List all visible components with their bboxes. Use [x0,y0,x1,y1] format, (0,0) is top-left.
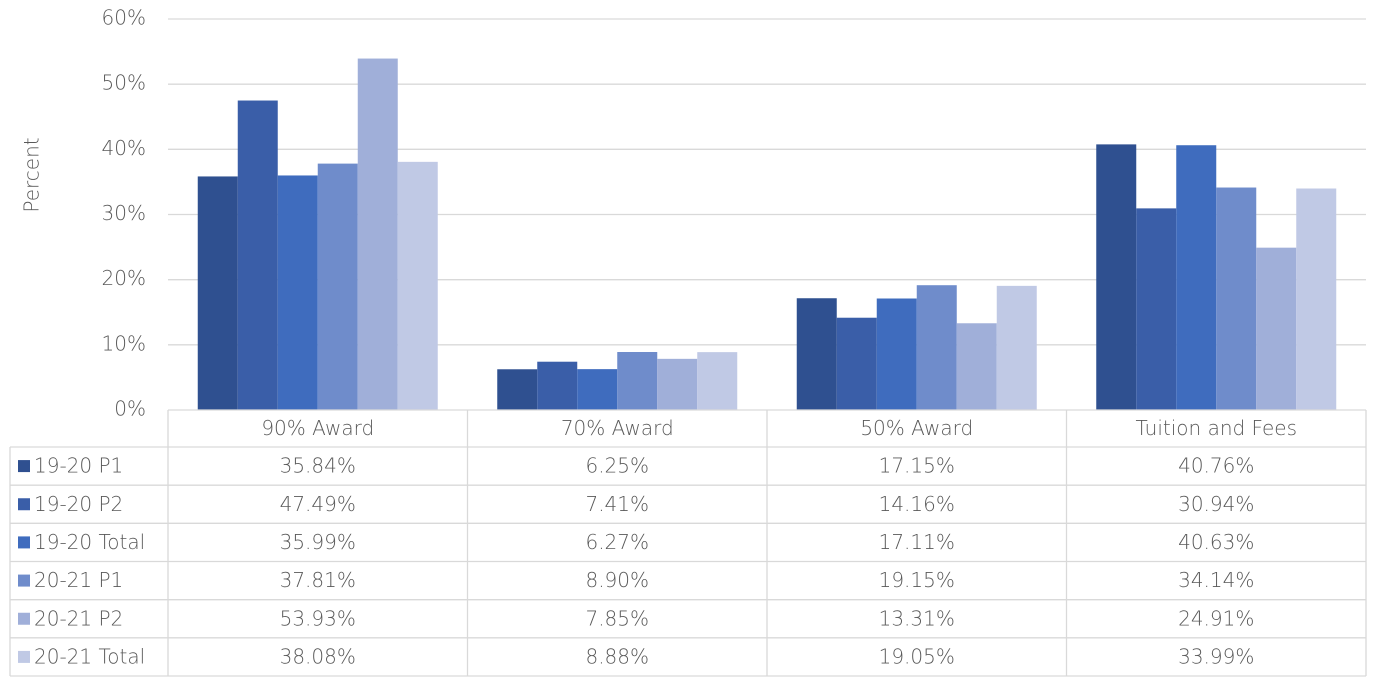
legend-swatch [18,612,30,625]
bar [197,176,238,410]
table-cell: 47.49% [280,492,356,516]
table-cell: 7.85% [585,606,649,630]
bar [237,100,278,410]
bar [916,285,957,410]
y-tick-label: 10% [102,331,146,355]
bar [996,285,1037,410]
bar [277,175,318,410]
legend-swatch [18,650,30,663]
x-tick-label: 90% Award [261,416,374,440]
legend-label: 19-20 Total [34,530,145,554]
x-tick-label: 50% Award [860,416,973,440]
x-tick-label: 70% Award [561,416,674,440]
bar [1176,145,1217,410]
bar [577,369,618,410]
bar [537,361,578,410]
table-cell: 8.90% [585,568,649,592]
table-cell: 34.14% [1178,568,1254,592]
table-cell: 35.84% [280,454,356,478]
table-cell: 6.25% [585,454,649,478]
table-cell: 19.15% [879,568,955,592]
bar [876,298,917,410]
table-cell: 24.91% [1178,606,1254,630]
table-cell: 53.93% [280,606,356,630]
table-cell: 38.08% [280,644,356,668]
y-axis-title: Percent [20,137,44,212]
legend-swatch [18,574,30,587]
bar [1296,188,1337,410]
legend-label: 20-21 Total [34,644,145,668]
table-cell: 30.94% [1178,492,1254,516]
table-cell: 37.81% [280,568,356,592]
table-cell: 17.11% [879,530,955,554]
table-cell: 13.31% [879,606,955,630]
y-tick-label: 30% [102,201,146,225]
bar [956,323,997,410]
bar [836,317,877,410]
legend-label: 19-20 P2 [34,492,123,516]
legend-label: 19-20 P1 [34,454,123,478]
table-cell: 19.05% [879,644,955,668]
y-tick-label: 20% [102,266,146,290]
legend-label: 20-21 P2 [34,606,123,630]
table-cell: 7.41% [585,492,649,516]
table-cell: 35.99% [280,530,356,554]
legend-swatch [18,536,30,549]
legend-swatch [18,460,30,473]
table-cell: 33.99% [1178,644,1254,668]
bar [697,352,738,410]
legend-label: 20-21 P1 [34,568,123,592]
table-cell: 40.76% [1178,454,1254,478]
y-tick-label: 0% [114,397,146,421]
bar [657,358,698,410]
legend-swatch [18,498,30,511]
bar [317,163,358,410]
table-cell: 14.16% [879,492,955,516]
bar [357,58,398,411]
y-tick-label: 60% [102,6,146,30]
table-cell: 6.27% [585,530,649,554]
bar [497,369,538,410]
bar [617,352,658,410]
bar [1216,187,1257,410]
bar [1096,144,1137,410]
bar [1256,247,1297,410]
table-cell: 17.15% [879,454,955,478]
y-tick-label: 50% [102,71,146,95]
bar [796,298,837,410]
y-tick-label: 40% [102,136,146,160]
bar [1136,208,1177,410]
table-cell: 8.88% [585,644,649,668]
table-cell: 40.63% [1178,530,1254,554]
bar [397,161,438,410]
x-tick-label: Tuition and Fees [1135,416,1297,440]
